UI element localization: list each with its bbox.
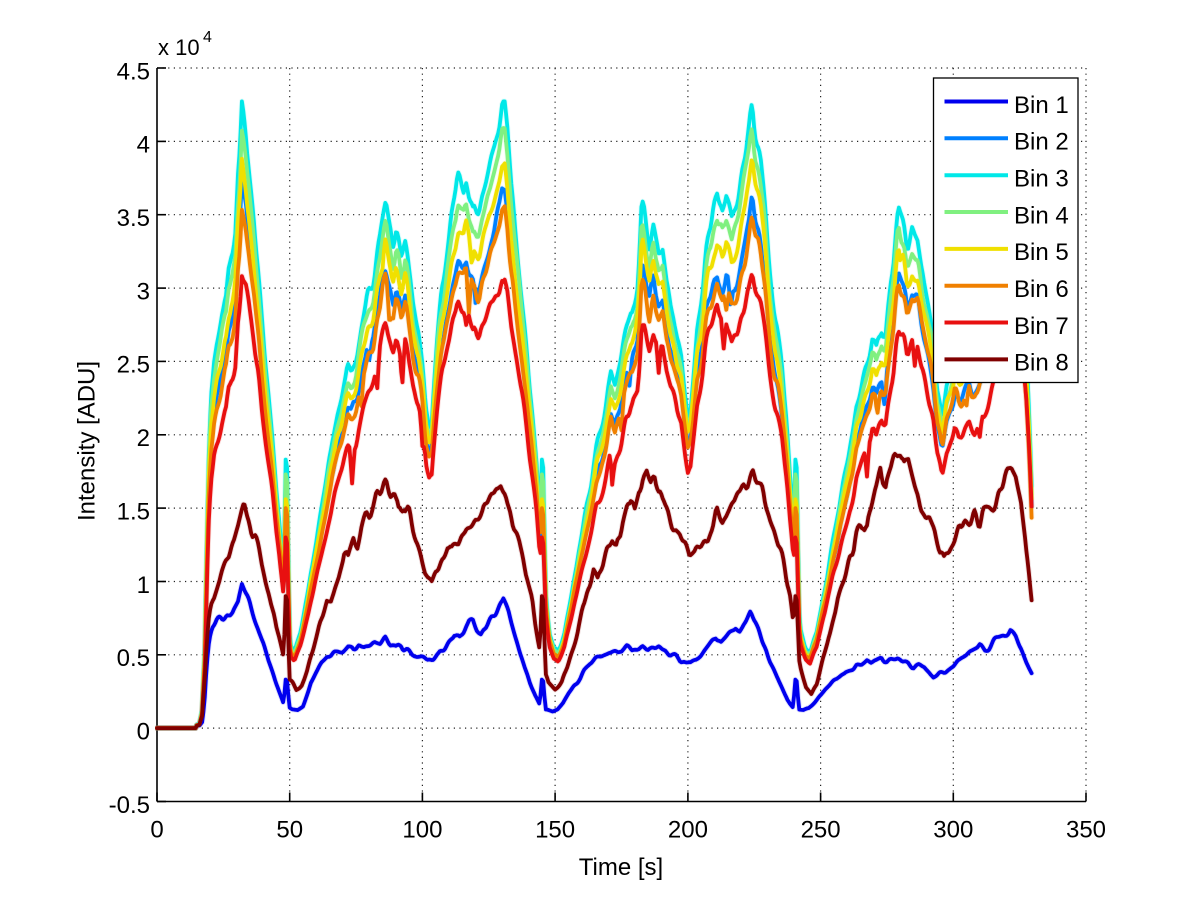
svg-text:250: 250 bbox=[801, 817, 841, 844]
svg-text:300: 300 bbox=[933, 817, 973, 844]
svg-text:100: 100 bbox=[402, 817, 442, 844]
svg-text:150: 150 bbox=[535, 817, 575, 844]
svg-text:0: 0 bbox=[150, 817, 163, 844]
svg-text:Bin 8: Bin 8 bbox=[1014, 350, 1069, 377]
svg-text:50: 50 bbox=[276, 817, 303, 844]
svg-text:-0.5: -0.5 bbox=[109, 792, 150, 819]
svg-text:3: 3 bbox=[137, 278, 150, 305]
svg-text:2: 2 bbox=[137, 425, 150, 452]
svg-text:Bin 3: Bin 3 bbox=[1014, 166, 1069, 193]
svg-text:x 10: x 10 bbox=[158, 35, 200, 60]
svg-text:Intensity [ADU]: Intensity [ADU] bbox=[74, 361, 101, 521]
svg-text:3.5: 3.5 bbox=[117, 205, 150, 232]
svg-text:4: 4 bbox=[203, 29, 212, 46]
svg-text:Bin 7: Bin 7 bbox=[1014, 313, 1069, 340]
svg-text:4.5: 4.5 bbox=[117, 58, 150, 85]
svg-text:Bin 1: Bin 1 bbox=[1014, 92, 1069, 119]
svg-text:Time [s]: Time [s] bbox=[579, 854, 663, 881]
svg-text:2.5: 2.5 bbox=[117, 352, 150, 379]
svg-text:Bin 2: Bin 2 bbox=[1014, 129, 1069, 156]
svg-text:0: 0 bbox=[137, 718, 150, 745]
svg-text:0.5: 0.5 bbox=[117, 645, 150, 672]
svg-text:1: 1 bbox=[137, 572, 150, 599]
svg-text:200: 200 bbox=[668, 817, 708, 844]
svg-text:Bin 4: Bin 4 bbox=[1014, 202, 1069, 229]
svg-text:4: 4 bbox=[137, 132, 150, 159]
svg-text:Bin 5: Bin 5 bbox=[1014, 239, 1069, 266]
svg-text:350: 350 bbox=[1066, 817, 1106, 844]
svg-text:Bin 6: Bin 6 bbox=[1014, 276, 1069, 303]
svg-text:1.5: 1.5 bbox=[117, 498, 150, 525]
